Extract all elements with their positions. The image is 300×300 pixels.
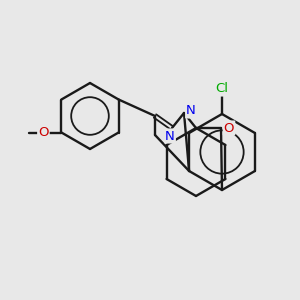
Text: O: O [224,122,234,134]
Text: N: N [186,104,196,118]
Text: O: O [38,126,49,139]
Text: Cl: Cl [215,82,229,95]
Text: N: N [165,130,175,142]
